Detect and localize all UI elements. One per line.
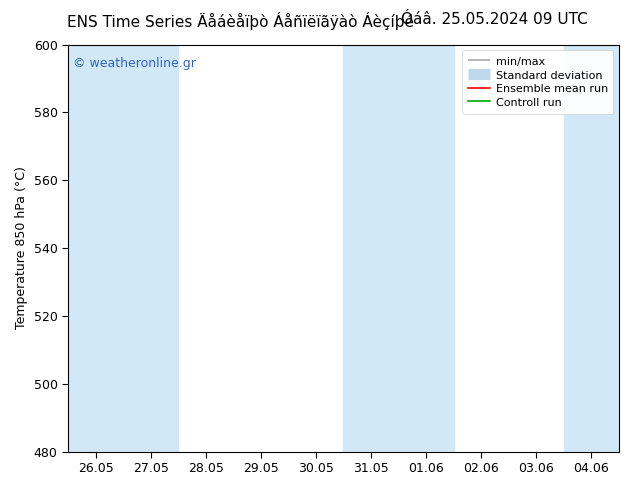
Bar <box>564 45 619 452</box>
Text: © weatheronline.gr: © weatheronline.gr <box>74 57 197 70</box>
Bar <box>123 45 178 452</box>
Text: Óáâ. 25.05.2024 09 UTC: Óáâ. 25.05.2024 09 UTC <box>401 12 588 27</box>
Bar <box>68 45 123 452</box>
Y-axis label: Temperature 850 hPa (°C): Temperature 850 hPa (°C) <box>15 167 28 329</box>
Legend: min/max, Standard deviation, Ensemble mean run, Controll run: min/max, Standard deviation, Ensemble me… <box>462 50 614 114</box>
Text: ENS Time Series Äåáèåïþò Áåñïëïãÿàò Áèçíþé: ENS Time Series Äåáèåïþò Áåñïëïãÿàò Áèçí… <box>67 12 415 30</box>
Bar <box>344 45 399 452</box>
Bar <box>399 45 454 452</box>
